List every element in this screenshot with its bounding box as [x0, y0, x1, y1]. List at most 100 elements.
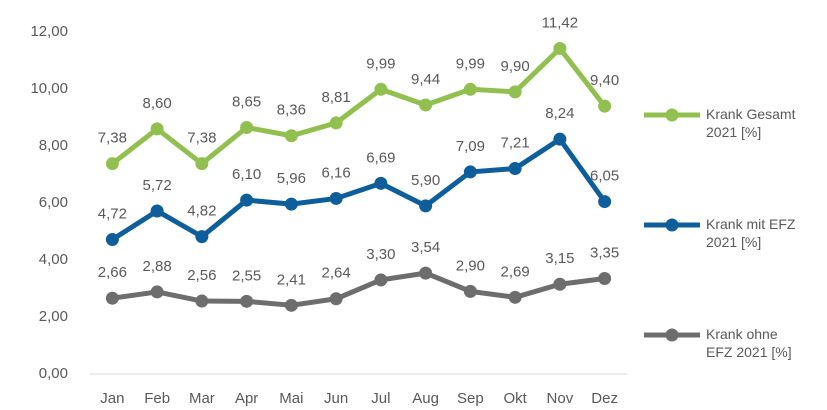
data-label: 7,38: [98, 130, 127, 147]
data-label: 5,72: [143, 177, 172, 194]
data-label: 5,96: [277, 170, 306, 187]
data-point: [105, 157, 119, 171]
y-tick-label: 12,00: [30, 23, 68, 40]
x-tick-label: Aug: [412, 390, 439, 407]
x-tick-label: Dez: [591, 390, 618, 407]
data-point: [195, 157, 209, 171]
x-tick-label: Jan: [100, 390, 124, 407]
data-point: [553, 277, 567, 291]
data-point: [463, 82, 477, 96]
data-label: 2,66: [98, 264, 127, 281]
x-tick-label: Mai: [279, 390, 303, 407]
x-tick-label: Mar: [189, 390, 215, 407]
data-label: 9,99: [456, 55, 485, 72]
data-label: 8,36: [277, 102, 306, 119]
data-point: [329, 116, 343, 130]
data-point: [284, 129, 298, 143]
data-point: [105, 232, 119, 246]
data-point: [508, 290, 522, 304]
y-tick-label: 4,00: [39, 251, 68, 268]
data-label: 2,69: [501, 263, 530, 280]
legend-label: Krank ohne EFZ 2021 [%]: [706, 326, 792, 360]
data-label: 7,09: [456, 138, 485, 155]
x-tick-label: Okt: [503, 390, 527, 407]
y-tick-label: 0,00: [39, 365, 68, 382]
series-line: [111, 136, 607, 242]
data-point: [419, 266, 433, 280]
data-point: [150, 204, 164, 218]
data-label: 6,10: [232, 166, 261, 183]
series-line: [110, 46, 607, 167]
data-point: [105, 291, 119, 305]
x-tick-label: Nov: [547, 390, 574, 407]
data-point: [374, 82, 388, 96]
data-label: 8,81: [322, 89, 351, 106]
legend-label: Krank Gesamt 2021 [%]: [706, 106, 796, 140]
data-point: [508, 162, 522, 176]
y-tick-label: 2,00: [39, 308, 68, 325]
x-tick-label: Sep: [457, 390, 484, 407]
data-point: [284, 298, 298, 312]
x-tick-label: Feb: [144, 390, 170, 407]
data-point: [284, 197, 298, 211]
data-label: 2,55: [232, 267, 261, 284]
series-line: [112, 270, 605, 308]
data-point: [195, 294, 209, 308]
legend-marker: [665, 218, 679, 232]
data-point: [419, 98, 433, 112]
data-label: 8,24: [545, 105, 574, 122]
data-point: [240, 120, 254, 134]
y-tick-label: 6,00: [39, 194, 68, 211]
data-point: [240, 294, 254, 308]
data-label: 9,40: [590, 72, 619, 89]
data-label: 2,64: [322, 265, 351, 282]
data-point: [329, 292, 343, 306]
data-point: [553, 42, 567, 56]
data-label: 7,21: [501, 134, 530, 151]
x-tick-label: Jun: [324, 390, 348, 407]
y-tick-label: 10,00: [30, 80, 68, 97]
data-point: [150, 122, 164, 136]
data-point: [240, 193, 254, 207]
data-point: [463, 284, 477, 298]
data-label: 9,44: [411, 71, 440, 88]
y-tick-label: 8,00: [39, 137, 68, 154]
data-label: 4,82: [187, 203, 216, 220]
data-point: [374, 176, 388, 190]
legend-marker: [665, 328, 679, 342]
data-label: 4,72: [98, 205, 127, 222]
data-point: [419, 199, 433, 213]
data-label: 2,90: [456, 257, 485, 274]
data-label: 8,60: [143, 95, 172, 112]
legend-marker: [665, 108, 679, 122]
data-label: 6,16: [322, 164, 351, 181]
data-label: 9,99: [366, 55, 395, 72]
data-point: [598, 272, 612, 286]
data-label: 3,30: [366, 246, 395, 263]
data-point: [508, 85, 522, 99]
x-tick-label: Jul: [371, 390, 390, 407]
data-label: 6,69: [366, 149, 395, 166]
data-point: [553, 132, 567, 146]
x-tick-label: Apr: [235, 390, 258, 407]
data-label: 5,90: [411, 172, 440, 189]
data-label: 2,88: [143, 258, 172, 275]
data-label: 2,56: [187, 267, 216, 284]
data-label: 3,54: [411, 239, 440, 256]
legend-label: Krank mit EFZ 2021 [%]: [706, 216, 796, 250]
data-point: [329, 191, 343, 205]
data-point: [463, 165, 477, 179]
data-point: [598, 99, 612, 113]
data-point: [598, 195, 612, 209]
data-point: [195, 230, 209, 244]
data-label: 11,42: [542, 14, 578, 31]
data-label: 3,35: [590, 244, 619, 261]
data-point: [150, 285, 164, 299]
data-label: 3,15: [545, 250, 574, 267]
data-label: 9,90: [501, 58, 530, 75]
data-point: [374, 273, 388, 287]
data-label: 8,65: [232, 93, 261, 110]
data-label: 7,38: [187, 130, 216, 147]
